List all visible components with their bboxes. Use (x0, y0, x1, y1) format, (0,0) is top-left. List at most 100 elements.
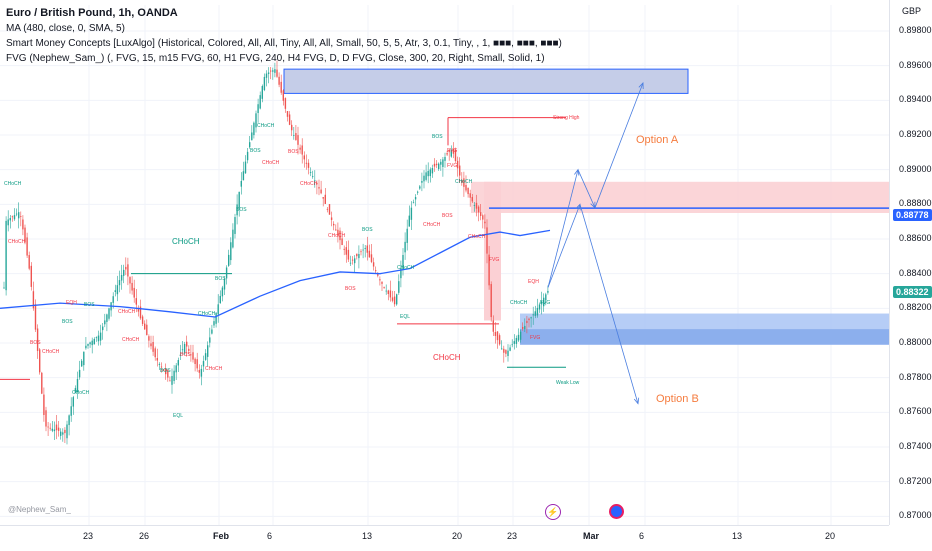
lightning-icon[interactable]: ⚡ (545, 504, 561, 520)
candle-body (261, 86, 263, 99)
candle-body (280, 81, 282, 93)
candle-body (431, 168, 434, 174)
candle-body (414, 197, 417, 200)
candle-body (305, 162, 308, 164)
time-axis[interactable] (0, 525, 889, 551)
candle-body (175, 365, 177, 373)
candle-body (240, 180, 242, 187)
candle-body (11, 216, 14, 218)
smc-label: BOS (345, 286, 356, 293)
candle-body (402, 254, 404, 270)
candle-body (270, 70, 272, 72)
candle-body (144, 323, 146, 330)
candle-body (372, 262, 375, 267)
smc-label: BOS (432, 133, 443, 140)
legend-ma[interactable]: MA (480, close, 0, SMA, 5) (6, 23, 125, 34)
candle-body (78, 369, 81, 378)
price-axis[interactable]: GBP (889, 0, 932, 525)
candle-body (496, 331, 499, 341)
supply-zone-top (283, 68, 689, 94)
legend-smc[interactable]: Smart Money Concepts [LuxAlgo] (Historic… (6, 38, 562, 49)
candle-body (194, 358, 196, 365)
zones (283, 68, 889, 345)
candle-body (15, 213, 18, 215)
price-tick-label: 0.87400 (899, 441, 932, 451)
price-tick-label: 0.89400 (899, 94, 932, 105)
candle-body (299, 147, 301, 150)
candle-body (440, 161, 442, 165)
option-a-leg-3-head (638, 82, 644, 90)
time-tick-label: 20 (825, 531, 836, 541)
option-b-leg-1 (547, 204, 581, 288)
candle-body (343, 248, 345, 250)
smc-label: CHoCH (510, 300, 528, 307)
candle-body (393, 296, 396, 305)
candle-body (354, 258, 356, 264)
candle-body (471, 197, 473, 202)
candle-body (398, 281, 400, 293)
candle-body (36, 328, 39, 351)
candle-body (112, 296, 114, 303)
candle-body (246, 151, 249, 161)
price-tick-label: 0.87000 (899, 510, 932, 521)
candle-body (238, 191, 240, 208)
candle-body (76, 378, 79, 392)
currency-label: GBP (902, 6, 922, 16)
candle-body (244, 161, 247, 174)
candle-body (213, 321, 215, 326)
price-tick-label: 0.89200 (899, 129, 932, 139)
candle-body (234, 217, 236, 234)
candle-body (160, 366, 163, 368)
candle-body (137, 309, 140, 312)
candle-body (318, 187, 320, 189)
candle-body (85, 345, 87, 349)
candle-body (26, 237, 28, 256)
earnings-icon[interactable] (609, 504, 624, 519)
candle-body (475, 202, 478, 209)
candle-body (202, 361, 205, 367)
candle-body (272, 70, 274, 72)
candle-body (545, 294, 547, 301)
candle-body (356, 253, 358, 257)
price-tick-label: 0.87600 (899, 406, 932, 417)
candle-body (316, 182, 318, 185)
candle-body (486, 227, 488, 254)
fvg-box (484, 181, 501, 321)
candle-body (64, 429, 66, 434)
candle-body (131, 282, 133, 291)
candle-body (127, 264, 129, 277)
candle-body (385, 290, 387, 292)
candle-body (34, 304, 37, 330)
legend-fvg[interactable]: FVG (Nephew_Sam_) (, FVG, 15, m15 FVG, 6… (6, 53, 545, 64)
candle-body (83, 351, 85, 366)
candle-body (400, 268, 402, 279)
candle-body (312, 176, 314, 177)
candle-body (511, 344, 513, 346)
smc-label: CHoCH (8, 239, 26, 246)
candle-body (259, 95, 261, 109)
smc-label: CHoCH (198, 310, 216, 317)
candle-body (408, 215, 410, 227)
candle-body (20, 216, 22, 217)
smc-label: CHoCH (4, 180, 22, 187)
candle-body (249, 142, 251, 148)
candle-body (221, 287, 224, 297)
option-b-leg-2-head (633, 397, 640, 405)
candle-body (152, 341, 154, 352)
candle-body (534, 311, 536, 316)
candle-body (410, 207, 413, 220)
candle-body (465, 184, 467, 191)
candle-body (89, 342, 91, 345)
smc-label: CHoCH (300, 180, 318, 187)
candle-body (507, 350, 509, 356)
candle-body (337, 229, 339, 236)
candle-body (375, 270, 377, 272)
candle-body (421, 181, 423, 183)
candle-body (484, 221, 486, 224)
option-a-leg-3 (594, 82, 644, 208)
candle-body (167, 370, 169, 378)
candle-body (22, 219, 24, 230)
smc-label: CHoCH (262, 159, 280, 166)
candle-body (438, 163, 440, 170)
